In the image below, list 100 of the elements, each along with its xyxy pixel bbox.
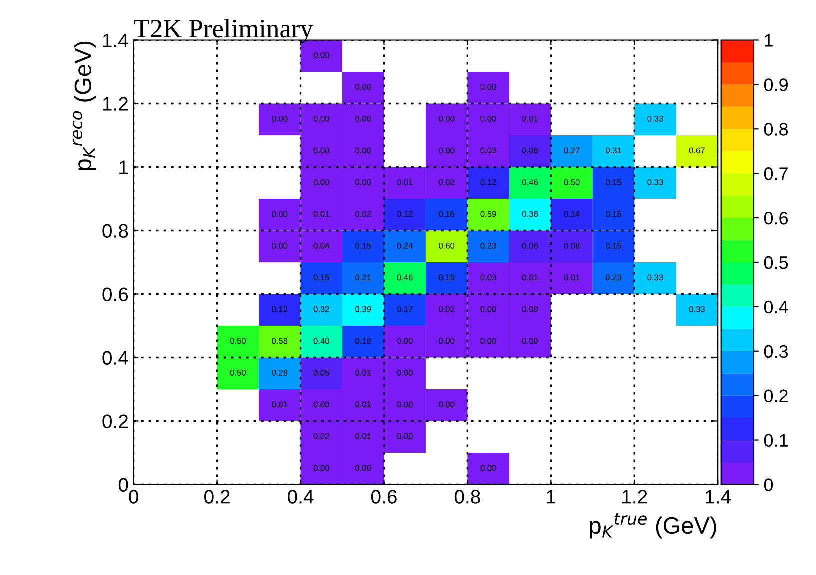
data-label: 0.00 bbox=[272, 242, 288, 249]
data-label: 0.06 bbox=[522, 242, 538, 249]
data-label: 0.23 bbox=[606, 274, 622, 281]
data-label: 0.00 bbox=[397, 370, 413, 376]
data-label: 0.01 bbox=[522, 116, 538, 122]
x-tick-label: 0.4 bbox=[288, 490, 314, 504]
data-label: 0.12 bbox=[397, 211, 413, 218]
chart-title: T2K Preliminary bbox=[134, 19, 314, 44]
data-label: 0.02 bbox=[439, 306, 455, 312]
data-label: 0.02 bbox=[314, 433, 330, 440]
color-bar-label: 0.2 bbox=[764, 390, 788, 403]
data-label: 0.15 bbox=[314, 274, 330, 281]
color-bar-label: 0.6 bbox=[764, 212, 788, 225]
data-label: 0.02 bbox=[439, 179, 455, 186]
data-label: 0.03 bbox=[480, 148, 496, 154]
data-label: 0.24 bbox=[397, 242, 413, 249]
data-label: 0.00 bbox=[439, 148, 455, 154]
data-label: 0.16 bbox=[439, 211, 455, 218]
data-label: 0.15 bbox=[606, 179, 622, 186]
color-bar-label: 0.4 bbox=[764, 300, 788, 314]
data-label: 0.00 bbox=[314, 402, 330, 408]
data-label: 0.50 bbox=[564, 179, 580, 186]
data-label: 0.40 bbox=[314, 338, 330, 344]
x-tick-label: 0.2 bbox=[204, 490, 230, 504]
data-label: 0.00 bbox=[314, 179, 330, 186]
x-tick-label: 0.6 bbox=[371, 490, 397, 504]
data-label: 0.00 bbox=[439, 338, 455, 344]
data-label: 0.01 bbox=[356, 433, 372, 440]
data-label: 0.00 bbox=[397, 338, 413, 344]
data-label: 0.00 bbox=[439, 402, 455, 408]
data-label: 0.01 bbox=[356, 402, 372, 408]
data-label: 0.31 bbox=[606, 148, 622, 154]
data-label: 0.17 bbox=[397, 306, 413, 312]
data-label: 0.50 bbox=[230, 370, 246, 376]
data-label: 0.00 bbox=[314, 148, 330, 154]
data-label: 0.00 bbox=[356, 148, 372, 154]
data-label: 0.28 bbox=[272, 370, 288, 376]
data-label: 0.59 bbox=[480, 211, 496, 218]
data-label: 0.00 bbox=[397, 402, 413, 408]
color-bar-label: 0.8 bbox=[764, 123, 788, 136]
data-label: 0.50 bbox=[230, 338, 246, 344]
color-bar-label: 0.5 bbox=[764, 256, 788, 270]
x-tick-label: 0.8 bbox=[454, 490, 480, 504]
color-bar-label: 0.1 bbox=[764, 434, 788, 447]
data-label: 0.00 bbox=[480, 465, 496, 472]
color-bar-label: 1 bbox=[765, 34, 773, 47]
data-label: 0.01 bbox=[564, 274, 580, 281]
data-label: 0.00 bbox=[356, 84, 372, 90]
x-tick-label: 0 bbox=[129, 490, 138, 504]
data-label: 0.33 bbox=[648, 116, 664, 122]
data-label: 0.00 bbox=[356, 116, 372, 122]
data-label: 0.12 bbox=[480, 179, 496, 186]
data-label: 0.00 bbox=[480, 306, 496, 312]
data-label: 0.08 bbox=[564, 242, 580, 249]
y-tick-label: 0.6 bbox=[102, 288, 128, 302]
data-label: 0.21 bbox=[356, 274, 372, 281]
data-label: 0.46 bbox=[397, 274, 413, 281]
data-label: 0.19 bbox=[439, 274, 455, 281]
data-label: 0.46 bbox=[522, 179, 538, 186]
data-label: 0.00 bbox=[480, 338, 496, 344]
data-label: 0.33 bbox=[689, 306, 705, 312]
color-bar-label: 0 bbox=[764, 478, 774, 492]
data-label: 0.00 bbox=[314, 465, 330, 472]
y-tick-label: 0.8 bbox=[102, 224, 128, 238]
x-tick-label: 1.4 bbox=[706, 490, 732, 504]
data-label: 0.14 bbox=[564, 211, 580, 218]
data-label: 0.00 bbox=[314, 116, 330, 122]
data-label: 0.00 bbox=[522, 338, 538, 344]
data-label: 0.00 bbox=[272, 211, 288, 218]
data-label: 0.00 bbox=[439, 116, 455, 122]
data-label: 0.00 bbox=[272, 116, 288, 122]
x-tick-label: 1 bbox=[547, 490, 556, 504]
data-label: 0.60 bbox=[439, 242, 455, 249]
color-bar-label: 0.7 bbox=[764, 168, 788, 180]
data-label: 0.15 bbox=[606, 211, 622, 218]
data-label: 0.00 bbox=[314, 52, 330, 58]
data-label: 0.08 bbox=[522, 148, 538, 154]
data-label: 0.23 bbox=[480, 242, 496, 249]
data-label: 0.00 bbox=[480, 84, 496, 90]
data-label: 0.39 bbox=[356, 306, 372, 312]
data-label: 0.01 bbox=[314, 211, 330, 218]
color-bar-label: 0.3 bbox=[764, 345, 788, 358]
data-label: 0.15 bbox=[356, 242, 372, 249]
y-axis-title: p$_{K}$$^{reco}$ (GeV) bbox=[73, 42, 96, 170]
y-tick-label: 1.2 bbox=[103, 97, 128, 111]
data-label: 0.18 bbox=[356, 338, 372, 344]
data-label: 0.32 bbox=[314, 306, 330, 312]
x-axis-title: p$_{K}$$^{true}$ (GeV) bbox=[590, 513, 716, 539]
y-tick-label: 1 bbox=[120, 160, 128, 174]
data-label: 0.15 bbox=[606, 242, 622, 249]
data-label: 0.00 bbox=[397, 433, 413, 440]
data-label: 0.00 bbox=[356, 465, 372, 472]
data-label: 0.67 bbox=[689, 148, 705, 154]
y-tick-label: 0.4 bbox=[102, 351, 128, 365]
y-tick-label: 1.4 bbox=[103, 34, 128, 48]
data-label: 0.01 bbox=[522, 274, 538, 281]
data-label: 0.01 bbox=[397, 179, 413, 186]
data-label: 0.02 bbox=[356, 211, 372, 218]
data-label: 0.00 bbox=[480, 116, 496, 122]
y-tick-label: 0.2 bbox=[102, 414, 128, 428]
